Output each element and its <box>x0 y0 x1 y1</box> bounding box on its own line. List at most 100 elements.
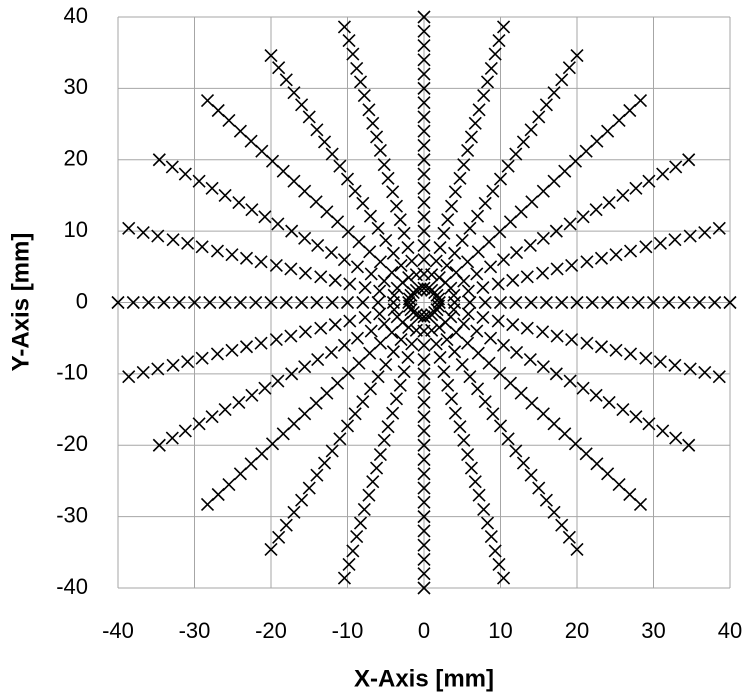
marker <box>477 502 491 517</box>
marker <box>570 542 584 557</box>
marker <box>210 347 225 361</box>
marker <box>218 295 232 310</box>
marker <box>417 224 431 238</box>
marker <box>468 116 482 130</box>
marker <box>457 158 471 172</box>
marker <box>371 370 385 384</box>
marker <box>279 518 293 532</box>
marker <box>444 392 459 406</box>
marker <box>580 336 594 350</box>
marker <box>491 277 505 291</box>
marker <box>371 221 385 235</box>
marker <box>524 295 538 310</box>
marker <box>470 324 484 338</box>
marker <box>425 283 439 297</box>
marker <box>142 295 156 310</box>
marker <box>457 317 471 331</box>
marker <box>371 295 385 310</box>
marker <box>441 213 455 227</box>
marker <box>377 274 391 288</box>
marker <box>509 295 523 310</box>
marker <box>482 356 496 370</box>
marker <box>350 61 364 75</box>
marker <box>441 378 455 392</box>
marker <box>669 431 683 445</box>
marker <box>602 395 616 409</box>
marker <box>520 321 534 335</box>
marker <box>468 475 482 489</box>
marker <box>594 251 609 265</box>
marker <box>639 240 653 254</box>
marker <box>386 406 400 420</box>
marker <box>447 288 461 302</box>
marker <box>245 388 259 402</box>
marker <box>590 457 604 471</box>
marker <box>320 386 334 400</box>
x-tick-label: -20 <box>255 618 287 643</box>
marker <box>461 447 475 462</box>
marker <box>486 407 500 421</box>
marker <box>373 284 387 298</box>
marker <box>379 358 393 372</box>
marker <box>550 329 564 343</box>
marker <box>340 295 355 310</box>
marker <box>601 295 615 310</box>
marker <box>211 487 225 502</box>
marker <box>244 457 258 471</box>
marker <box>616 188 630 203</box>
marker <box>579 144 593 158</box>
marker <box>314 270 328 284</box>
marker <box>111 295 125 310</box>
marker <box>417 438 431 452</box>
marker <box>232 395 246 409</box>
marker <box>181 355 195 369</box>
marker <box>629 410 643 424</box>
marker <box>698 365 712 380</box>
marker <box>555 295 569 310</box>
marker <box>461 255 475 269</box>
marker <box>279 295 293 310</box>
marker <box>333 159 347 173</box>
marker <box>440 258 454 272</box>
marker <box>463 295 477 310</box>
marker <box>440 333 454 347</box>
marker <box>633 93 648 108</box>
marker <box>225 343 239 357</box>
marker <box>370 130 384 144</box>
marker <box>417 10 431 24</box>
marker <box>409 268 423 282</box>
marker <box>536 231 550 245</box>
marker <box>488 47 502 61</box>
marker <box>417 24 431 38</box>
marker <box>310 295 324 310</box>
marker <box>417 67 431 81</box>
marker <box>386 185 400 199</box>
marker <box>417 581 431 595</box>
marker <box>373 307 387 321</box>
marker <box>656 424 670 438</box>
marker <box>563 217 577 231</box>
marker <box>430 303 444 317</box>
marker <box>547 174 561 188</box>
marker <box>264 295 278 310</box>
marker <box>417 196 431 210</box>
marker <box>402 299 417 313</box>
marker <box>265 154 280 168</box>
marker <box>461 307 475 321</box>
marker <box>348 184 362 198</box>
marker <box>295 295 309 310</box>
marker <box>377 158 391 172</box>
marker <box>394 258 408 272</box>
marker <box>520 270 534 284</box>
marker <box>483 260 498 274</box>
marker <box>166 233 180 247</box>
marker <box>509 147 523 161</box>
marker <box>471 346 485 360</box>
marker <box>509 245 524 260</box>
marker <box>417 481 431 495</box>
marker <box>341 225 355 239</box>
marker <box>609 248 623 262</box>
marker <box>417 181 431 195</box>
marker <box>480 516 495 530</box>
